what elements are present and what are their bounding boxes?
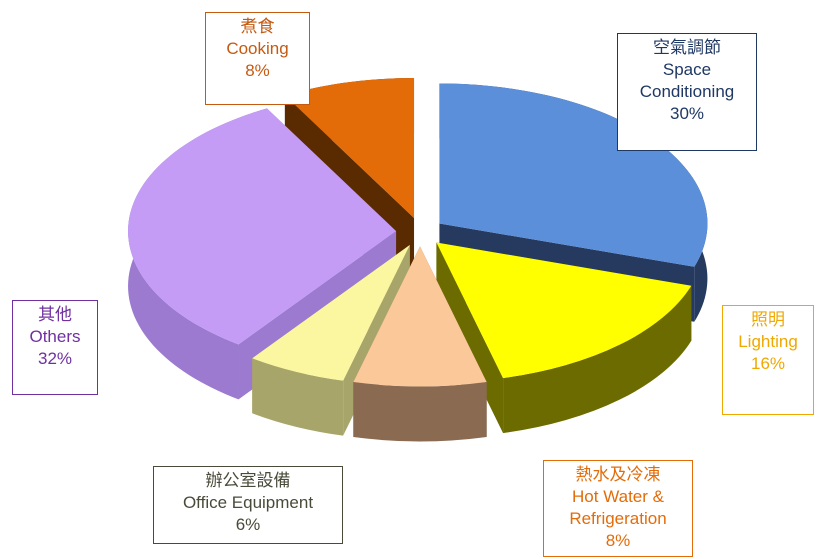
value-label: 16% bbox=[750, 354, 786, 373]
value-label: 30% bbox=[669, 104, 705, 123]
category-label: Hot Water & Refrigeration bbox=[569, 487, 667, 528]
category-label: 其他 bbox=[38, 305, 72, 324]
slice bbox=[353, 246, 487, 387]
category-label: Office Equipment bbox=[182, 493, 314, 512]
category-label: 煮食 bbox=[240, 17, 275, 36]
category-label: 照明 bbox=[751, 310, 785, 329]
category-label: 辦公室設備 bbox=[205, 471, 291, 490]
slice bbox=[436, 242, 692, 379]
slice bbox=[284, 78, 415, 219]
slice bbox=[252, 245, 410, 381]
slice-label: 其他 Others 32% bbox=[12, 300, 98, 395]
category-label: Lighting bbox=[738, 332, 798, 351]
slice-wall bbox=[252, 358, 344, 436]
slice-wall bbox=[503, 285, 692, 434]
value-label: 6% bbox=[235, 515, 261, 534]
slice-wall bbox=[353, 382, 487, 442]
value-label: 8% bbox=[605, 531, 631, 550]
category-label: 熱水及冷凍 bbox=[575, 465, 661, 484]
category-label: Space Conditioning bbox=[639, 60, 735, 101]
slice-label: 空氣調節 Space Conditioning 30% bbox=[617, 33, 757, 151]
slice-label: 煮食 Cooking 8% bbox=[205, 12, 310, 105]
slice bbox=[128, 108, 397, 345]
slice-label: 辦公室設備 Office Equipment 6% bbox=[153, 466, 343, 544]
category-label: 空氣調節 bbox=[653, 38, 721, 57]
slice-label: 照明 Lighting 16% bbox=[722, 305, 814, 415]
slice-label: 熱水及冷凍 Hot Water & Refrigeration 8% bbox=[543, 460, 693, 557]
category-label: Cooking bbox=[226, 39, 289, 58]
category-label: Others bbox=[29, 327, 81, 346]
slice bbox=[439, 83, 708, 267]
value-label: 32% bbox=[37, 349, 73, 368]
value-label: 8% bbox=[245, 61, 270, 80]
